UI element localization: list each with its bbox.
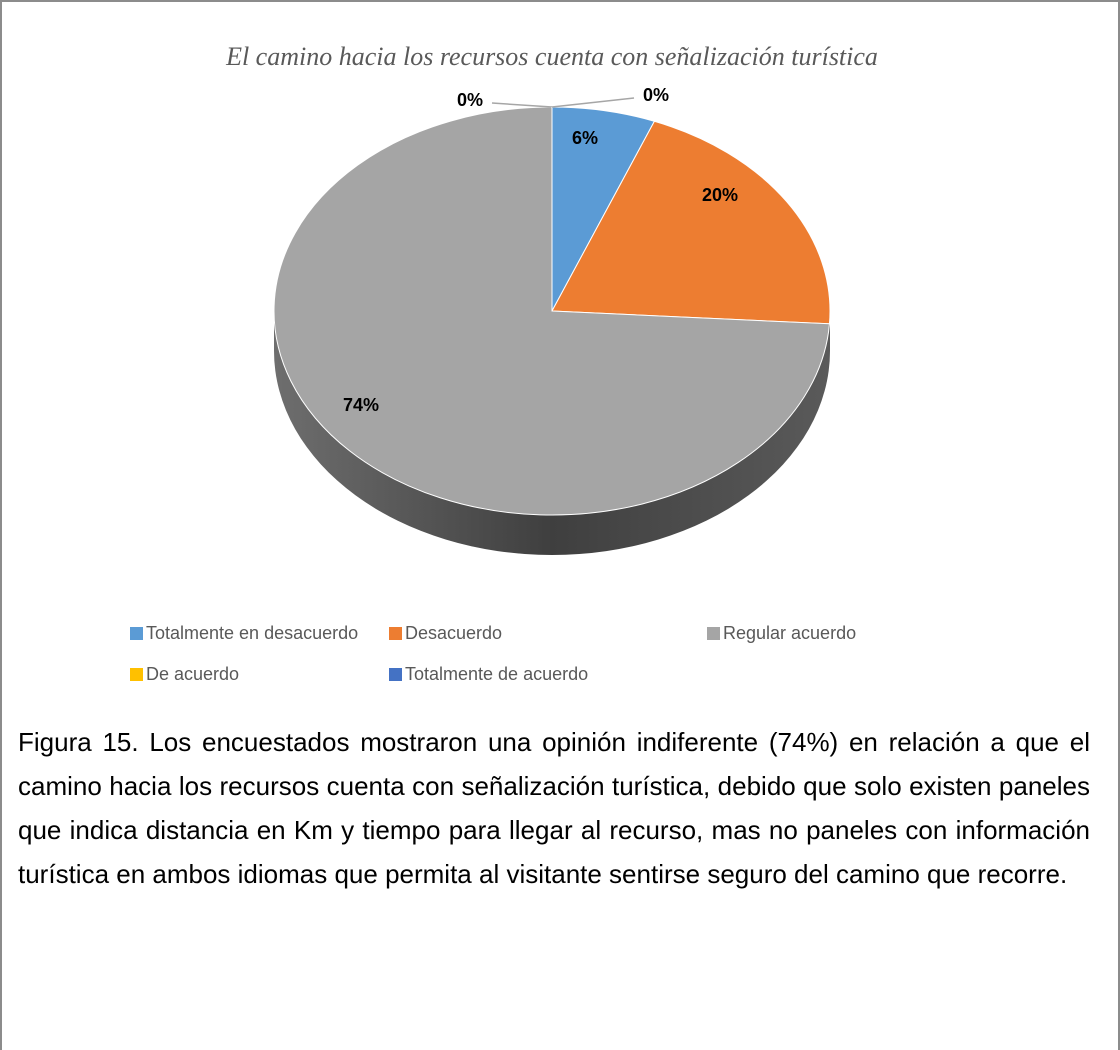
data-label: 74% — [343, 395, 379, 415]
data-label: 6% — [572, 128, 598, 148]
chart-title: El camino hacia los recursos cuenta con … — [225, 42, 878, 71]
legend-swatch — [130, 668, 143, 681]
legend-label: Regular acuerdo — [723, 623, 856, 643]
pie-slice — [551, 120, 831, 325]
data-label: 20% — [702, 185, 738, 205]
legend-swatch — [389, 668, 402, 681]
legend-swatch — [130, 627, 143, 640]
data-label: 0% — [643, 85, 669, 105]
leader-line — [551, 97, 635, 108]
legend-label: Totalmente de acuerdo — [405, 664, 588, 684]
leader-line — [491, 102, 553, 108]
figure-caption: Figura 15. Los encuestados mostraron una… — [18, 727, 1090, 889]
legend-label: Desacuerdo — [405, 623, 502, 643]
data-label: 0% — [457, 90, 483, 110]
legend-swatch — [389, 627, 402, 640]
legend-swatch — [707, 627, 720, 640]
legend-label: Totalmente en desacuerdo — [146, 623, 358, 643]
legend-label: De acuerdo — [146, 664, 239, 684]
